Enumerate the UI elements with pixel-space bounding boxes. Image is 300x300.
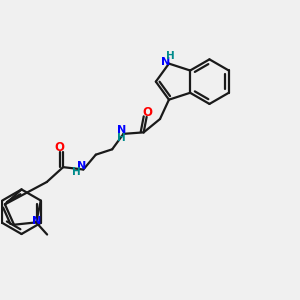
Text: H: H: [117, 133, 126, 143]
Text: N: N: [117, 125, 126, 135]
Text: O: O: [55, 141, 64, 154]
Text: O: O: [142, 106, 152, 119]
Text: H: H: [167, 51, 175, 61]
Text: H: H: [72, 167, 81, 178]
Text: N: N: [161, 57, 171, 67]
Text: N: N: [76, 161, 86, 171]
Text: N: N: [32, 216, 41, 226]
